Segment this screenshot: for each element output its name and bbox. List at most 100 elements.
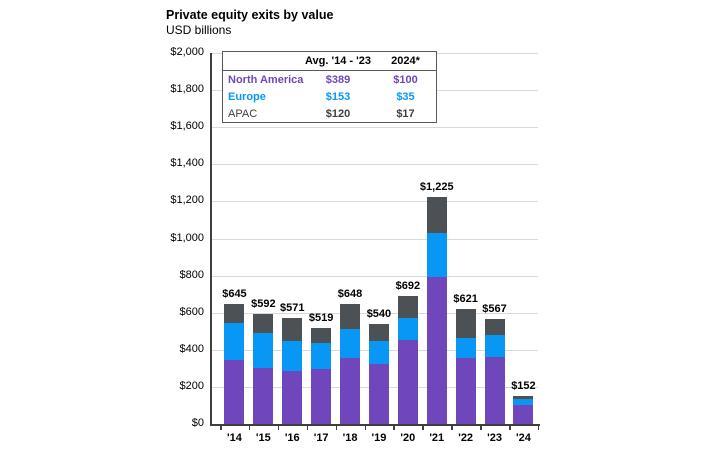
x-category-label-21: '21 (429, 432, 445, 444)
bar-segment-north-america-20 (397, 339, 418, 424)
y-tick-label-10: $2,000 (170, 46, 204, 58)
x-category-label-18: '18 (342, 432, 358, 444)
x-tick-1 (248, 426, 251, 430)
bar-segment-europe-21 (426, 232, 447, 277)
bar-segment-europe-17 (311, 342, 332, 370)
bar-total-label-15: $592 (251, 298, 276, 311)
y-tick-label-9: $1,800 (170, 83, 204, 96)
bar-segment-north-america-22 (455, 357, 476, 424)
legend-label-north-america: North America (228, 73, 304, 86)
x-category-label-24: '24 (516, 432, 531, 444)
bar-segment-apac-20 (397, 295, 418, 318)
bar-segment-europe-24 (513, 398, 534, 406)
y-tick-label-3: $600 (179, 305, 204, 318)
x-tick-2 (277, 426, 280, 430)
legend-2024-apac: $17 (396, 107, 415, 120)
y-tick-label-4: $800 (179, 268, 204, 281)
y-tick-label-0: $0 (191, 417, 204, 429)
bar-segment-europe-15 (253, 333, 274, 369)
bar-total-label-14: $645 (222, 288, 247, 301)
bar-segment-europe-23 (484, 334, 505, 358)
gridline-1400 (212, 164, 538, 166)
gridline-800 (212, 275, 538, 277)
bar-segment-apac-19 (368, 323, 389, 342)
bar-segment-north-america-16 (282, 370, 303, 424)
legend-row-north-america: North America $389 $100 (223, 71, 436, 88)
chart-title: Private equity exits by value (166, 8, 334, 22)
bar-segment-apac-22 (455, 308, 476, 338)
bar-total-label-21: $1,225 (419, 180, 454, 193)
bar-segment-europe-19 (368, 341, 389, 364)
legend-avg-europe: $153 (325, 90, 351, 103)
x-tick-9 (480, 426, 482, 430)
y-tick-label-1: $200 (179, 379, 204, 392)
x-category-label-23: '23 (487, 432, 502, 444)
bar-total-label-18: $648 (337, 287, 363, 300)
x-tick-6 (393, 426, 395, 430)
bar-segment-north-america-24 (513, 405, 534, 424)
legend-avg-apac: $120 (325, 107, 351, 120)
x-axis-line (210, 424, 540, 426)
bar-total-label-17: $519 (308, 311, 334, 324)
x-tick-7 (422, 426, 424, 430)
bar-segment-apac-24 (513, 395, 534, 399)
bar-segment-north-america-14 (224, 360, 245, 424)
bar-segment-north-america-18 (340, 357, 361, 424)
y-tick-label-2: $400 (179, 342, 204, 355)
legend-header-2024: 2024* (391, 55, 420, 67)
x-tick-5 (364, 426, 366, 430)
bar-total-label-20: $692 (395, 279, 421, 292)
bar-segment-apac-16 (282, 318, 303, 341)
legend-header-avg: Avg. '14 - '23 (305, 55, 371, 67)
bar-segment-apac-18 (340, 303, 361, 329)
y-tick-label-8: $1,600 (170, 120, 204, 133)
bar-segment-apac-23 (484, 318, 505, 335)
gridline-1000 (212, 238, 538, 240)
bar-segment-europe-22 (455, 337, 476, 358)
x-tick-3 (306, 426, 309, 430)
bar-segment-north-america-17 (311, 369, 332, 424)
y-tick-label-5: $1,000 (170, 231, 204, 244)
bar-segment-europe-16 (282, 340, 303, 371)
legend-table: Avg. '14 - '23 2024* North America $389 … (222, 51, 437, 123)
bar-segment-apac-15 (253, 314, 274, 334)
bar-segment-apac-21 (426, 196, 447, 233)
x-category-label-19: '19 (371, 432, 387, 444)
bar-segment-apac-17 (311, 327, 332, 343)
x-category-label-14: '14 (227, 432, 242, 444)
x-tick-10 (509, 426, 511, 430)
x-category-label-20: '20 (400, 432, 416, 444)
x-category-label-16: '16 (284, 432, 300, 444)
bar-segment-north-america-21 (426, 276, 447, 424)
bar-total-label-23: $567 (482, 302, 507, 315)
bar-segment-europe-18 (340, 328, 361, 358)
bar-segment-north-america-19 (368, 363, 389, 424)
x-tick-8 (451, 426, 453, 430)
legend-row-apac: APAC $120 $17 (223, 105, 436, 122)
bar-total-label-16: $571 (280, 302, 305, 315)
x-category-label-17: '17 (313, 432, 329, 444)
gridline-600 (212, 312, 538, 314)
legend-2024-north-america: $100 (393, 73, 418, 86)
x-tick-11 (537, 426, 540, 430)
bar-segment-north-america-23 (484, 357, 505, 424)
x-category-label-15: '15 (255, 432, 271, 444)
bar-segment-apac-14 (224, 304, 245, 323)
legend-header-row: Avg. '14 - '23 2024* (223, 52, 436, 71)
bar-segment-europe-20 (397, 317, 418, 340)
legend-avg-north-america: $389 (325, 73, 351, 86)
legend-row-europe: Europe $153 $35 (223, 88, 436, 105)
legend-label-apac: APAC (228, 107, 258, 120)
x-tick-4 (335, 426, 338, 430)
bar-total-label-19: $540 (366, 307, 392, 320)
bar-segment-north-america-15 (253, 368, 274, 424)
bar-segment-europe-14 (224, 322, 245, 360)
x-tick-0 (220, 426, 222, 430)
legend-label-europe: Europe (228, 90, 266, 103)
gridline-1600 (212, 127, 538, 129)
bar-total-label-24: $152 (511, 379, 536, 392)
chart-subtitle: USD billions (166, 23, 232, 37)
bar-total-label-22: $621 (453, 292, 478, 305)
y-axis-line (210, 53, 212, 426)
